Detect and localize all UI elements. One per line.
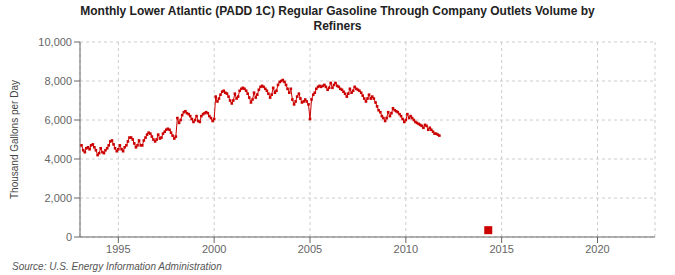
svg-text:0: 0 (66, 231, 72, 243)
svg-text:2000: 2000 (202, 243, 226, 255)
svg-text:1995: 1995 (106, 243, 130, 255)
html-text:Refiners: Refiners (313, 19, 362, 33)
svg-text:10,000: 10,000 (38, 36, 72, 48)
html-text:Monthly Lower Atlantic (PADD 1: Monthly Lower Atlantic (PADD 1C) Regular… (80, 4, 595, 18)
svg-text:Thousand Gallons per Day: Thousand Gallons per Day (9, 80, 20, 199)
svg-text:2015: 2015 (489, 243, 513, 255)
svg-text:6,000: 6,000 (44, 114, 72, 126)
svg-text:2,000: 2,000 (44, 192, 72, 204)
svg-text:8,000: 8,000 (44, 75, 72, 87)
html-text:Source: U.S. Energy Informatio: Source: U.S. Energy Information Administ… (12, 261, 222, 272)
svg-text:2020: 2020 (585, 243, 609, 255)
svg-text:2010: 2010 (394, 243, 418, 255)
svg-text:4,000: 4,000 (44, 153, 72, 165)
svg-text:2005: 2005 (298, 243, 322, 255)
